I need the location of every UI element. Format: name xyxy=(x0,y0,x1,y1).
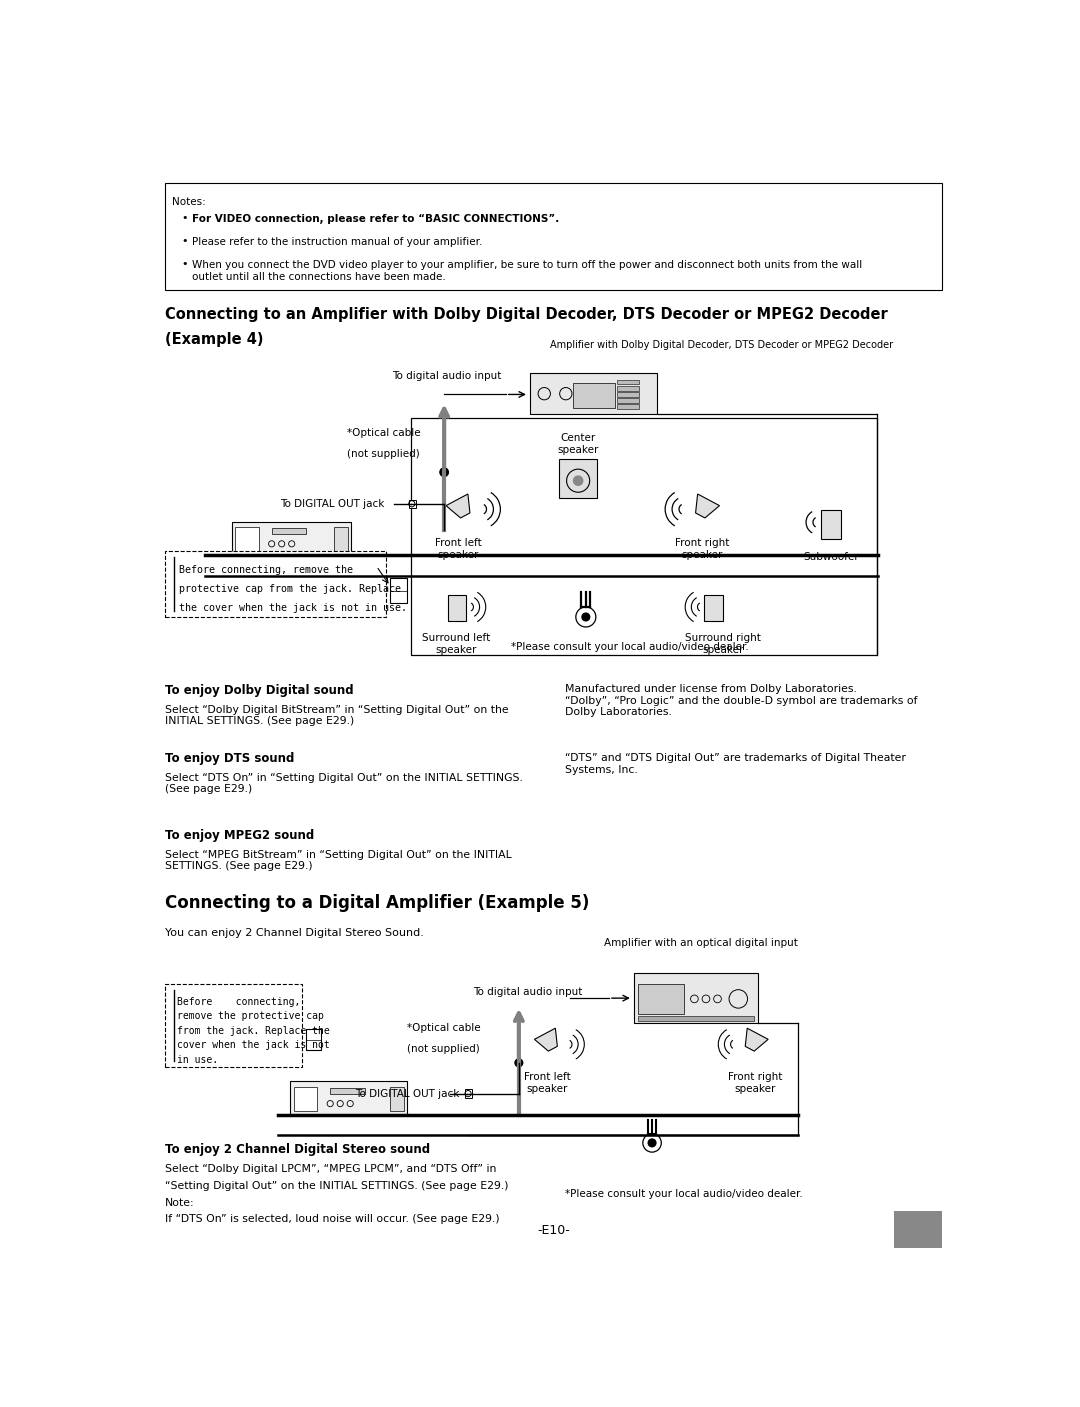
Bar xyxy=(618,398,639,402)
Text: protective cap from the jack. Replace: protective cap from the jack. Replace xyxy=(178,584,401,594)
Text: Before    connecting,: Before connecting, xyxy=(177,996,300,1006)
Circle shape xyxy=(648,1140,656,1147)
Bar xyxy=(390,578,407,604)
Text: Surround right
speaker: Surround right speaker xyxy=(685,633,760,654)
Text: “DTS” and “DTS Digital Out” are trademarks of Digital Theater
Systems, Inc.: “DTS” and “DTS Digital Out” are trademar… xyxy=(565,753,906,775)
Bar xyxy=(618,393,639,397)
Bar xyxy=(894,1211,943,1248)
Text: To enjoy 2 Channel Digital Stereo sound: To enjoy 2 Channel Digital Stereo sound xyxy=(164,1142,430,1157)
Text: To digital audio input: To digital audio input xyxy=(392,371,501,381)
Text: Subwoofer: Subwoofer xyxy=(802,552,859,561)
Text: Before connecting, remove the: Before connecting, remove the xyxy=(178,564,352,574)
Text: (not supplied): (not supplied) xyxy=(347,449,420,459)
Bar xyxy=(231,522,351,556)
Text: (Example 4): (Example 4) xyxy=(164,332,264,348)
Bar xyxy=(334,526,348,552)
Circle shape xyxy=(440,469,448,477)
Bar xyxy=(306,1029,321,1051)
Text: •: • xyxy=(181,259,188,269)
Polygon shape xyxy=(446,494,470,518)
Text: *Please consult your local audio/video dealer.: *Please consult your local audio/video d… xyxy=(511,643,748,653)
Text: Select “DTS On” in “Setting Digital Out” on the INITIAL SETTINGS.
(See page E29.: Select “DTS On” in “Setting Digital Out”… xyxy=(164,772,523,794)
Text: •: • xyxy=(181,212,188,222)
Text: To enjoy Dolby Digital sound: To enjoy Dolby Digital sound xyxy=(164,684,353,696)
Text: *Optical cable: *Optical cable xyxy=(407,1023,481,1033)
Bar xyxy=(638,1016,754,1021)
Text: Front left
speaker: Front left speaker xyxy=(524,1072,570,1093)
Text: “Setting Digital Out” on the INITIAL SETTINGS. (See page E29.): “Setting Digital Out” on the INITIAL SET… xyxy=(164,1180,509,1190)
Text: To enjoy MPEG2 sound: To enjoy MPEG2 sound xyxy=(164,829,314,841)
Text: Notes:: Notes: xyxy=(173,197,206,207)
Bar xyxy=(291,1082,407,1116)
Text: To DIGITAL OUT jack: To DIGITAL OUT jack xyxy=(280,499,384,509)
Bar xyxy=(448,595,467,620)
Text: If “DTS On” is selected, loud noise will occur. (See page E29.): If “DTS On” is selected, loud noise will… xyxy=(164,1214,499,1224)
Polygon shape xyxy=(745,1029,768,1051)
Bar xyxy=(465,1089,472,1099)
Bar xyxy=(572,383,616,408)
Text: Front right
speaker: Front right speaker xyxy=(728,1072,782,1093)
Text: To DIGITAL OUT jack: To DIGITAL OUT jack xyxy=(355,1089,459,1099)
Text: (not supplied): (not supplied) xyxy=(407,1044,480,1054)
Text: Select “Dolby Digital BitStream” in “Setting Digital Out” on the
INITIAL SETTING: Select “Dolby Digital BitStream” in “Set… xyxy=(164,705,509,726)
Text: *Please consult your local audio/video dealer.: *Please consult your local audio/video d… xyxy=(565,1189,802,1199)
Text: When you connect the DVD video player to your amplifier, be sure to turn off the: When you connect the DVD video player to… xyxy=(192,260,863,281)
Text: Connecting to an Amplifier with Dolby Digital Decoder, DTS Decoder or MPEG2 Deco: Connecting to an Amplifier with Dolby Di… xyxy=(164,307,888,322)
Text: Manufactured under license from Dolby Laboratories.
“Dolby”, “Pro Logic” and the: Manufactured under license from Dolby La… xyxy=(565,684,918,718)
Text: Center
speaker: Center speaker xyxy=(557,433,598,454)
Bar xyxy=(704,595,723,620)
Bar xyxy=(330,1088,365,1093)
Text: Front right
speaker: Front right speaker xyxy=(675,539,729,560)
Bar xyxy=(638,985,685,1013)
Text: the cover when the jack is not in use.: the cover when the jack is not in use. xyxy=(178,604,406,613)
FancyBboxPatch shape xyxy=(164,985,301,1068)
Text: *Optical cable: *Optical cable xyxy=(347,428,421,439)
Bar xyxy=(821,509,840,539)
Circle shape xyxy=(515,1059,523,1067)
Text: To digital audio input: To digital audio input xyxy=(473,986,582,998)
Text: cover when the jack is not: cover when the jack is not xyxy=(177,1041,329,1051)
Text: from the jack. Replace the: from the jack. Replace the xyxy=(177,1026,329,1036)
Bar xyxy=(390,1086,404,1112)
Bar xyxy=(235,526,258,552)
Text: •: • xyxy=(181,236,188,246)
Bar xyxy=(272,529,307,533)
Text: Please refer to the instruction manual of your amplifier.: Please refer to the instruction manual o… xyxy=(192,238,483,248)
Text: To enjoy DTS sound: To enjoy DTS sound xyxy=(164,751,294,765)
Bar xyxy=(530,373,658,415)
Circle shape xyxy=(582,613,590,620)
Text: Select “MPEG BitStream” in “Setting Digital Out” on the INITIAL
SETTINGS. (See p: Select “MPEG BitStream” in “Setting Digi… xyxy=(164,850,512,871)
Text: Note:: Note: xyxy=(164,1197,194,1207)
Bar xyxy=(558,459,597,498)
Text: Front left
speaker: Front left speaker xyxy=(434,539,482,560)
Bar xyxy=(618,380,639,384)
Bar xyxy=(618,386,639,391)
Text: Surround left
speaker: Surround left speaker xyxy=(421,633,490,654)
Text: Select “Dolby Digital LPCM”, “MPEG LPCM”, and “DTS Off” in: Select “Dolby Digital LPCM”, “MPEG LPCM”… xyxy=(164,1164,496,1173)
Text: For VIDEO connection, please refer to “BASIC CONNECTIONS”.: For VIDEO connection, please refer to “B… xyxy=(192,214,559,224)
Circle shape xyxy=(573,476,583,485)
FancyBboxPatch shape xyxy=(164,550,387,618)
Text: Connecting to a Digital Amplifier (Example 5): Connecting to a Digital Amplifier (Examp… xyxy=(164,895,589,912)
Bar xyxy=(164,183,943,290)
Bar xyxy=(294,1086,318,1112)
Text: Amplifier with an optical digital input: Amplifier with an optical digital input xyxy=(604,938,797,948)
Text: -E10-: -E10- xyxy=(537,1224,570,1237)
Text: Amplifier with Dolby Digital Decoder, DTS Decoder or MPEG2 Decoder: Amplifier with Dolby Digital Decoder, DT… xyxy=(550,339,893,350)
Bar xyxy=(634,972,757,1023)
Text: in use.: in use. xyxy=(177,1055,218,1065)
Bar xyxy=(411,418,877,656)
Text: remove the protective cap: remove the protective cap xyxy=(177,1012,324,1021)
Bar xyxy=(408,499,416,508)
Polygon shape xyxy=(535,1029,557,1051)
Polygon shape xyxy=(696,494,719,518)
Text: You can enjoy 2 Channel Digital Stereo Sound.: You can enjoy 2 Channel Digital Stereo S… xyxy=(164,929,423,938)
Bar xyxy=(618,404,639,409)
